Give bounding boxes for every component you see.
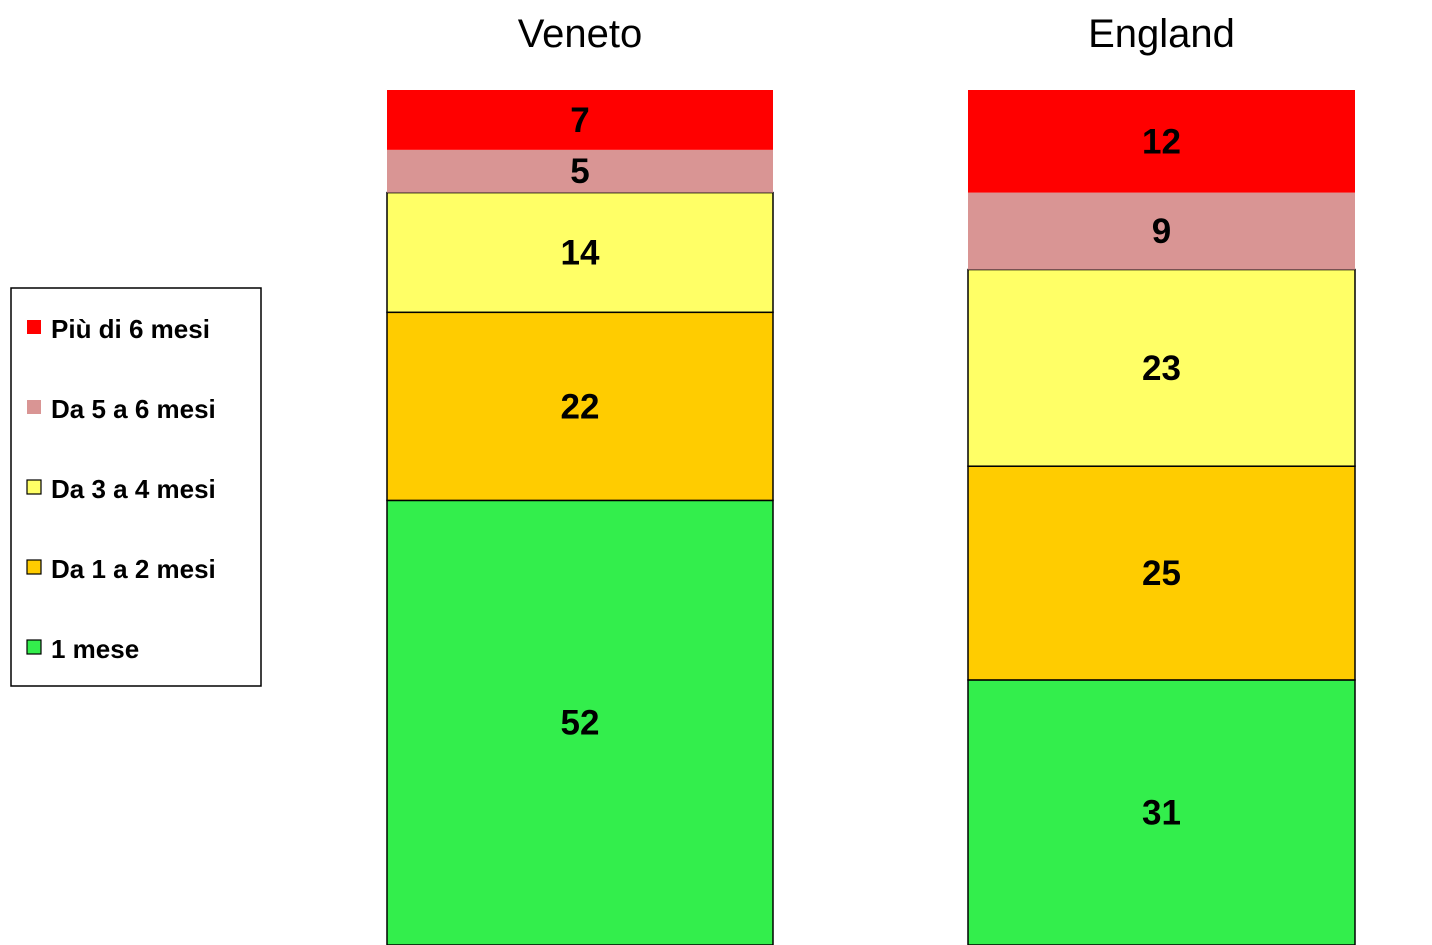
bar-segment-veneto-1-mese (386, 499, 774, 945)
legend-box (10, 287, 262, 687)
legend-label-1-mese: 1 mese (51, 634, 139, 664)
data-label-veneto-pi-di-6-mesi: 7 (570, 101, 589, 140)
bar-segment-veneto-pi-di-6-mesi (387, 90, 773, 150)
bar-segment-veneto-da-1-a-2-mesi (386, 311, 774, 502)
legend-swatch-pi-di-6-mesi (27, 320, 41, 334)
bar-segment-england-da-1-a-2-mesi (967, 465, 1356, 681)
legend-label-pi-di-6-mesi: Più di 6 mesi (51, 314, 210, 344)
data-labels: 52 22 14 5 7 31 25 23 9 12 (561, 101, 1181, 833)
legend-swatch-1-mese (26, 639, 42, 655)
bar-segment-england-da-3-a-4-mesi (967, 268, 1356, 467)
legend-swatch-da-1-a-2-mesi (26, 559, 42, 575)
bar-segment-england-da-5-a-6-mesi (968, 192, 1355, 270)
legend-swatch-da-5-a-6-mesi (27, 400, 41, 414)
legend: Più di 6 mesi Da 5 a 6 mesi Da 3 a 4 mesi D… (10, 287, 262, 687)
bar-segment-england-1-mese (967, 679, 1356, 945)
bar-segment-england-pi-di-6-mesi (968, 90, 1355, 193)
bar-stacks (386, 90, 1356, 945)
column-titles: Veneto England (518, 12, 1235, 56)
data-label-england-da-5-a-6-mesi: 9 (1152, 212, 1171, 251)
data-label-veneto-da-3-a-4-mesi: 14 (561, 233, 600, 272)
data-label-veneto-1-mese: 52 (561, 704, 600, 743)
data-label-england-1-mese: 31 (1142, 793, 1181, 832)
column-title-veneto: Veneto (518, 12, 643, 56)
legend-swatch-da-3-a-4-mesi (26, 479, 42, 495)
column-title-england: England (1088, 12, 1235, 56)
data-label-veneto-da-5-a-6-mesi: 5 (570, 152, 589, 191)
legend-label-da-1-a-2-mesi: Da 1 a 2 mesi (51, 554, 216, 584)
legend-label-da-5-a-6-mesi: Da 5 a 6 mesi (51, 394, 216, 424)
bar-segment-veneto-da-5-a-6-mesi (387, 149, 773, 193)
bar-segment-veneto-da-3-a-4-mesi (386, 191, 774, 314)
legend-label-da-3-a-4-mesi: Da 3 a 4 mesi (51, 474, 216, 504)
data-label-england-da-1-a-2-mesi: 25 (1142, 554, 1181, 593)
data-label-veneto-da-1-a-2-mesi: 22 (561, 387, 600, 426)
data-label-england-pi-di-6-mesi: 12 (1142, 122, 1181, 161)
data-label-england-da-3-a-4-mesi: 23 (1142, 349, 1181, 388)
